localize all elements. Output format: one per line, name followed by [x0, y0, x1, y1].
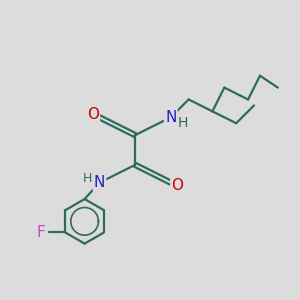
- Text: N: N: [94, 175, 105, 190]
- Text: F: F: [36, 225, 45, 240]
- Text: N: N: [165, 110, 176, 125]
- Text: H: H: [178, 116, 188, 130]
- Text: H: H: [82, 172, 92, 185]
- Text: O: O: [171, 178, 183, 193]
- Text: O: O: [87, 107, 99, 122]
